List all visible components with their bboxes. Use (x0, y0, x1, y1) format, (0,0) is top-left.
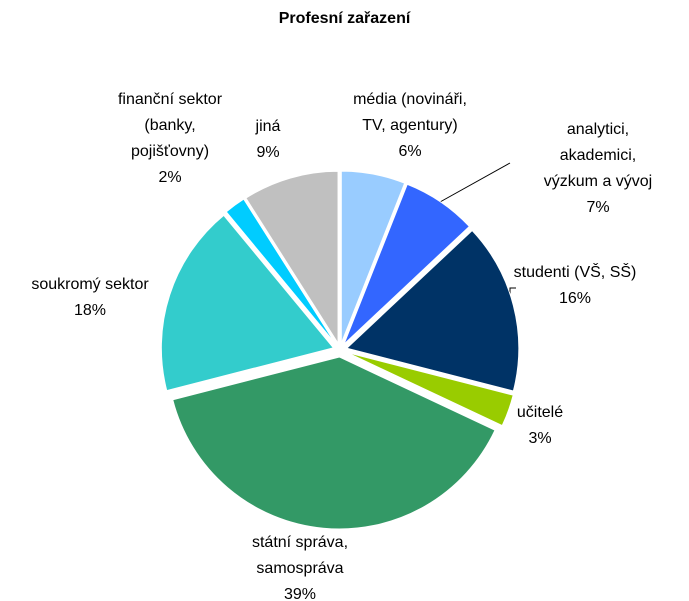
slice-label: studenti (VŠ, SŠ) (513, 264, 637, 281)
slice-value-label: 7% (586, 199, 610, 216)
slice-label: učitelé (516, 404, 564, 421)
pie-slice (245, 170, 339, 345)
slice-label: jiná (255, 118, 281, 135)
slice-value-label: 39% (283, 586, 317, 601)
slice-value-label: 9% (256, 144, 280, 161)
pie-slice (160, 214, 335, 392)
pie-slice (172, 356, 496, 530)
slice-value-label: 6% (398, 143, 422, 160)
slice-label: analytici, akademici, výzkum a vývoj (543, 121, 653, 190)
slice-label: soukromý sektor (31, 276, 149, 293)
pie-slice (225, 198, 337, 345)
slice-value-label: 18% (73, 302, 107, 319)
leader-line (439, 162, 511, 203)
slice-label: finanční sektor (banky, pojišťovny) (117, 91, 223, 160)
slice-value-label: 2% (158, 169, 182, 186)
slice-value-label: 3% (528, 430, 552, 447)
pie-slice (340, 170, 406, 344)
slice-label: média (novináři, TV, agentury) (353, 91, 467, 134)
chart-title: Profesní zařazení (278, 10, 411, 27)
pie-slice (345, 229, 520, 392)
pie-slice (343, 183, 471, 345)
slice-value-label: 16% (558, 290, 592, 307)
pie-slice (346, 351, 514, 427)
slice-label: státní správa, samospráva (251, 534, 349, 577)
